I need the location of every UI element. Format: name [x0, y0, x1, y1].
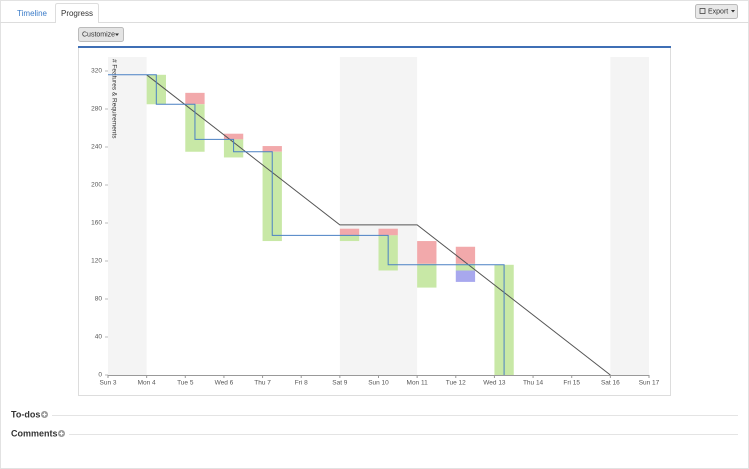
x-tick-label: Mon 4	[138, 380, 156, 387]
x-tick-label: Thu 7	[254, 380, 271, 387]
bar	[455, 246, 476, 264]
customize-label[interactable]: Customize	[82, 31, 115, 38]
export-button[interactable]	[695, 4, 738, 19]
x-tick-label: Tue 12	[446, 380, 466, 387]
active-tab[interactable]	[55, 3, 99, 24]
line	[108, 74, 505, 375]
customize-button[interactable]	[78, 27, 124, 42]
chart: 0 40 80 120 160 200 240 280 320 Sun 3 Mon 4 Tue 5 We…	[91, 57, 660, 387]
shaded-range	[339, 57, 418, 375]
bar	[455, 270, 476, 282]
section-title[interactable]: Comments	[11, 428, 58, 438]
y-tick-label: 200	[91, 182, 102, 189]
x-tick-label: Sun 3	[100, 380, 117, 387]
y-tick-label: 120	[91, 258, 102, 265]
x-tick-label: Wed 6	[215, 380, 234, 387]
plus	[59, 431, 64, 436]
shaded-range	[610, 57, 649, 375]
line	[146, 74, 611, 376]
bar	[378, 228, 398, 236]
x-tick-label: Wed 13	[483, 380, 506, 387]
export-label[interactable]: Export	[708, 8, 728, 15]
x-tick-label: Sat 9	[332, 380, 348, 387]
caret	[731, 10, 735, 13]
y-tick-label: 80	[95, 296, 103, 303]
y-tick-label: 40	[95, 334, 103, 341]
x-tick-label: Tue 5	[177, 380, 194, 387]
bar	[417, 241, 437, 264]
x-tick-label: Mon 11	[407, 380, 429, 387]
plus	[42, 412, 47, 417]
x-tick-label: Fri 8	[295, 380, 308, 387]
y-tick-label: 160	[91, 220, 102, 227]
bar	[262, 146, 282, 152]
x-tick-label: Sun 17	[639, 380, 660, 387]
y-tick-label: 240	[91, 144, 102, 151]
shaded-range	[108, 57, 147, 375]
tab[interactable]: Timeline	[17, 9, 47, 18]
caret	[115, 33, 119, 36]
bar	[223, 133, 244, 140]
export-icon	[699, 8, 706, 14]
bar	[339, 235, 360, 242]
x-tick-label: Sun 10	[368, 380, 389, 387]
bar	[417, 263, 437, 288]
section-title[interactable]: To-dos	[11, 409, 40, 419]
bar	[339, 228, 360, 236]
bar	[455, 263, 476, 271]
y-tick-label: 280	[91, 106, 102, 113]
x-tick-label: Thu 14	[523, 380, 544, 387]
y-axis-label: # Features & Requirements	[110, 59, 117, 139]
y-tick-label: 320	[91, 68, 102, 75]
x-tick-label: Fri 15	[563, 380, 580, 387]
tab[interactable]: Progress	[61, 9, 93, 18]
y-tick-label: 0	[98, 372, 102, 379]
bar	[185, 92, 205, 105]
x-tick-label: Sat 16	[601, 380, 620, 387]
